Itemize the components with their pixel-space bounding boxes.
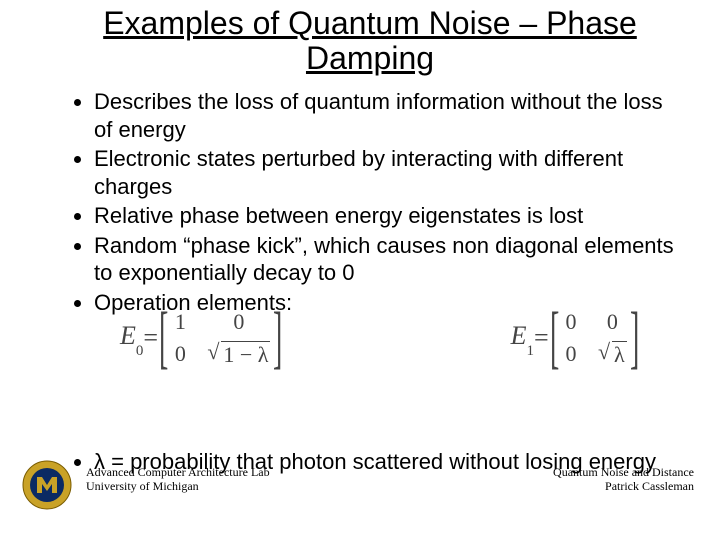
footer-topic: Quantum Noise and Distance	[553, 465, 694, 479]
slide-title: Examples of Quantum Noise – Phase Dampin…	[50, 6, 690, 76]
footer-right: Quantum Noise and Distance Patrick Cassl…	[553, 465, 694, 494]
eq-equals: =	[143, 323, 158, 353]
list-item: Relative phase between energy eigenstate…	[94, 202, 680, 230]
footer-lab: Advanced Computer Architecture Lab	[86, 465, 270, 479]
footer-left: Advanced Computer Architecture Lab Unive…	[86, 465, 270, 494]
rad-lambda: λ	[258, 342, 269, 367]
list-item: Describes the loss of quantum informatio…	[94, 88, 680, 143]
rad-lambda: λ	[612, 341, 627, 368]
eq-equals: =	[534, 323, 549, 353]
bracket-left-icon: [	[159, 308, 168, 368]
eq-symbol: E	[120, 321, 136, 350]
matrix-cell: 0	[207, 309, 270, 335]
matrix-cell: λ	[598, 341, 627, 368]
eq-subscript: 1	[527, 343, 535, 359]
slide: Examples of Quantum Noise – Phase Dampin…	[0, 0, 720, 540]
eq-subscript: 0	[136, 343, 144, 359]
bracket-right-icon: ]	[630, 308, 639, 368]
matrix-cell: 1	[171, 309, 189, 335]
matrix-e1: 0 0 0 λ	[562, 309, 627, 368]
footer-author: Patrick Cassleman	[553, 479, 694, 493]
equation-e0: E0 = [ 1 0 0 1 − λ ]	[120, 308, 284, 368]
bracket-right-icon: ]	[273, 308, 282, 368]
eq-symbol: E	[511, 321, 527, 350]
equation-e1: E1 = [ 0 0 0 λ ]	[511, 308, 640, 368]
bullet-list: Describes the loss of quantum informatio…	[70, 88, 680, 318]
rad-prefix: 1 −	[223, 342, 257, 367]
matrix-cell: 0	[598, 309, 627, 335]
matrix-cell: 1 − λ	[207, 341, 270, 368]
matrix-cell: 0	[562, 309, 580, 335]
list-item: Random “phase kick”, which causes non di…	[94, 232, 680, 287]
equation-row: E0 = [ 1 0 0 1 − λ ] E1 = [ 0 0 0	[120, 308, 640, 368]
list-item: Electronic states perturbed by interacti…	[94, 145, 680, 200]
matrix-cell: 0	[171, 341, 189, 368]
university-seal-icon	[22, 460, 72, 510]
bracket-left-icon: [	[550, 308, 559, 368]
matrix-e0: 1 0 0 1 − λ	[171, 309, 270, 368]
footer-university: University of Michigan	[86, 479, 270, 493]
matrix-cell: 0	[562, 341, 580, 368]
